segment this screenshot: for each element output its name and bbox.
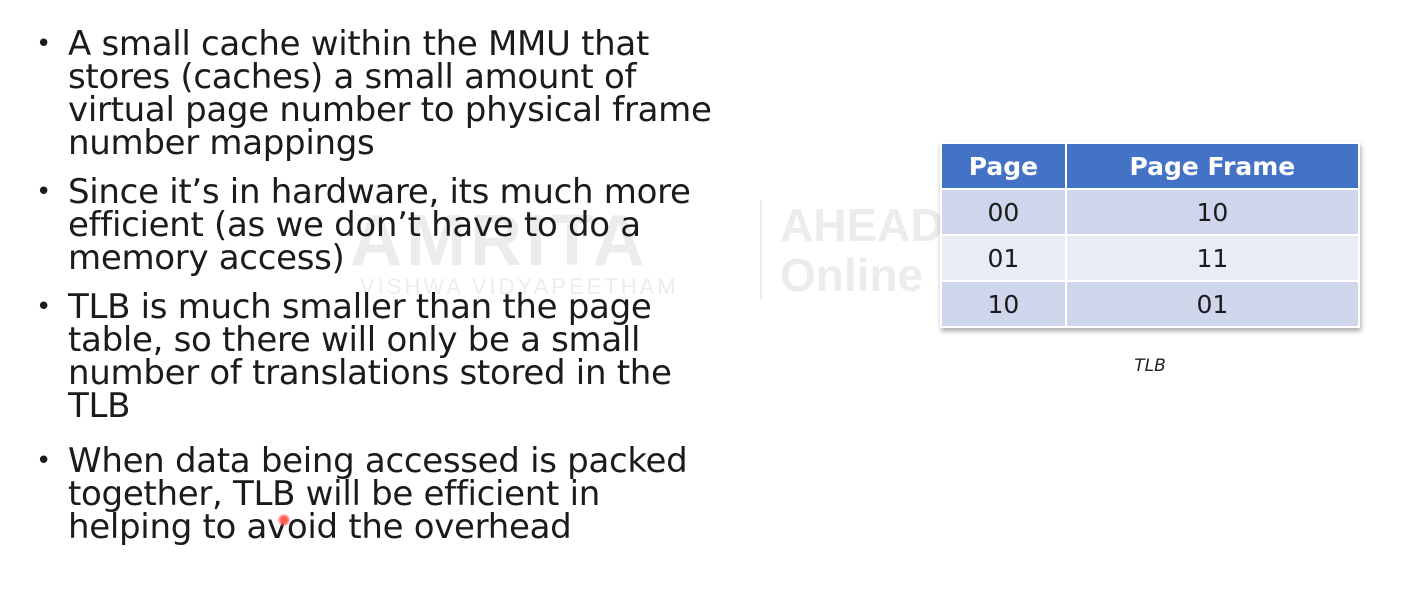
table-row: 00 10	[940, 188, 1361, 236]
tlb-table: Page Page Frame 00 10 01 11 10 01	[940, 142, 1361, 328]
bullet-item: • When data being accessed is packed tog…	[36, 444, 716, 544]
watermark-right-line2: Online	[780, 249, 924, 301]
bullet-text: A small cache within the MMU that stores…	[68, 24, 712, 163]
bullet-icon: •	[36, 177, 52, 207]
table-row: 10 01	[940, 280, 1361, 328]
bullet-icon: •	[36, 292, 52, 322]
watermark-right-line1: AHEAD	[780, 199, 944, 251]
laser-pointer-dot	[278, 514, 290, 526]
bullet-text: TLB is much smaller than the page table,…	[68, 287, 672, 426]
table-row: 01 11	[940, 234, 1361, 282]
cell-page-frame: 10	[1064, 188, 1361, 236]
cell-page-frame: 11	[1064, 234, 1361, 282]
bullet-item: • TLB is much smaller than the page tabl…	[36, 290, 716, 423]
table-caption: TLB	[1134, 356, 1166, 376]
bullet-icon: •	[36, 446, 52, 476]
cell-page: 00	[940, 188, 1067, 236]
bullet-list: • A small cache within the MMU that stor…	[36, 27, 716, 544]
header-page: Page	[940, 142, 1067, 190]
cell-page-frame: 01	[1064, 280, 1361, 328]
bullet-text: Since it’s in hardware, its much more ef…	[68, 172, 691, 278]
bullet-item: • A small cache within the MMU that stor…	[36, 27, 716, 160]
bullet-icon: •	[36, 29, 52, 59]
watermark-divider	[760, 200, 762, 300]
cell-page: 01	[940, 234, 1067, 282]
bullet-text: When data being accessed is packed toget…	[68, 441, 688, 547]
bullet-item: • Since it’s in hardware, its much more …	[36, 175, 716, 275]
cell-page: 10	[940, 280, 1067, 328]
table-header-row: Page Page Frame	[940, 142, 1361, 190]
header-page-frame: Page Frame	[1064, 142, 1361, 190]
watermark-right-text: AHEAD Online	[780, 200, 944, 300]
